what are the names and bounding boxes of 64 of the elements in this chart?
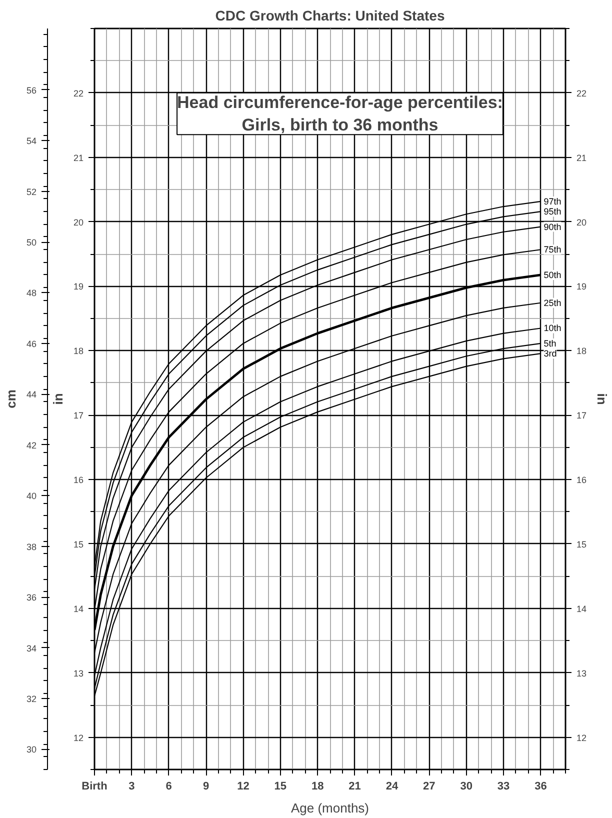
x-axis-title: Age (months) <box>290 800 370 816</box>
y3-tick-label: 20 <box>576 217 587 228</box>
x-tick-label: 36 <box>534 780 547 792</box>
y2-tick-label: 12 <box>73 732 84 743</box>
y2-tick-label: 20 <box>73 217 84 228</box>
y2-tick-label: 18 <box>73 346 84 356</box>
chart-title: CDC Growth Charts: United States <box>215 8 445 24</box>
text: Head circumference-for-age percentiles: Girls, birth to 36 months <box>177 92 503 135</box>
y2-axis-title: in <box>50 393 66 405</box>
y2-tick-label: 17 <box>73 410 84 421</box>
y3-tick-label: 17 <box>576 410 587 421</box>
x-tick-label: 12 <box>237 780 250 792</box>
y3-tick-label: 16 <box>576 475 587 486</box>
x-tick-label: 21 <box>348 780 361 792</box>
y-tick-label: 34 <box>26 643 37 654</box>
y2-tick-label: 22 <box>73 88 84 98</box>
y-tick-label: 44 <box>26 390 37 400</box>
y-tick-label: 50 <box>26 238 37 248</box>
y-tick-label: 36 <box>26 592 37 603</box>
series-label: 3rd <box>544 348 557 359</box>
y-tick-label: 30 <box>26 744 37 755</box>
y-tick-label: 48 <box>26 288 37 298</box>
x-tick-label: 27 <box>423 780 436 792</box>
x-tick-label: 33 <box>497 780 510 792</box>
y-tick-label: 52 <box>26 186 37 197</box>
x-tick-label: 3 <box>128 780 135 792</box>
y-axis-title: cm <box>3 390 18 408</box>
y-tick-label: 54 <box>26 136 37 146</box>
x-tick-label: 9 <box>202 780 210 792</box>
series-label: 90th <box>544 222 562 232</box>
series-label: 95th <box>544 206 562 217</box>
y3-tick-label: 19 <box>576 282 587 292</box>
x-tick-label: 15 <box>274 780 287 792</box>
series-label: 75th <box>544 244 562 255</box>
y-tick-label: 46 <box>26 338 37 349</box>
x-tick-label: 18 <box>311 780 324 792</box>
y2-tick-label: 14 <box>73 604 84 614</box>
y3-tick-label: 18 <box>576 346 587 356</box>
series-label: 50th <box>544 270 562 280</box>
x-tick-label: 6 <box>166 780 172 792</box>
y2-tick-label: 16 <box>73 475 84 486</box>
y-tick-label: 38 <box>26 542 37 552</box>
y3-tick-label: 21 <box>576 152 587 163</box>
x-tick-label: Birth <box>82 780 108 792</box>
series-label: 5th <box>544 338 556 348</box>
series-label: 10th <box>544 323 562 334</box>
y3-tick-label: 12 <box>576 732 587 743</box>
series-label: 25th <box>544 298 562 308</box>
series-label: 97th <box>544 196 562 206</box>
y3-tick-label: 13 <box>576 668 587 678</box>
y-tick-label: 42 <box>26 440 37 450</box>
y3-tick-label: 22 <box>576 88 587 98</box>
y2-tick-label: 19 <box>73 282 84 292</box>
y2-tick-label: 21 <box>73 152 84 163</box>
y-tick-label: 56 <box>26 85 37 96</box>
y-tick-label: 40 <box>26 491 37 502</box>
y3-tick-label: 15 <box>576 539 587 550</box>
y2-tick-label: 15 <box>73 539 84 550</box>
x-tick-label: 30 <box>460 780 472 792</box>
y-tick-label: 32 <box>26 694 37 704</box>
y2-tick-label: 13 <box>73 668 84 678</box>
x-tick-label: 24 <box>386 780 399 792</box>
y3-axis-title: in <box>594 393 610 405</box>
y3-tick-label: 14 <box>576 604 587 614</box>
